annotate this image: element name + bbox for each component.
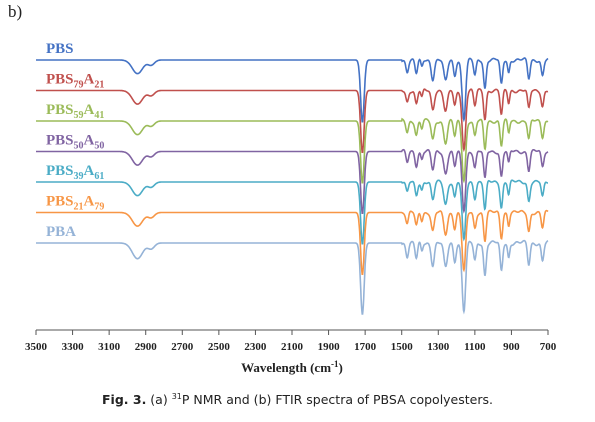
caption-text-pre: (a) — [146, 392, 172, 408]
x-tick-label-900: 900 — [503, 341, 520, 353]
legend-entry-pbs21a79: PBS21A79 — [46, 194, 104, 213]
series-line-pbs59a41 — [36, 117, 549, 184]
series-line-pbs79a21 — [36, 88, 549, 153]
x-tick-label-2100: 2100 — [281, 341, 304, 353]
x-tick-label-2900: 2900 — [135, 341, 158, 353]
x-tick-label-1700: 1700 — [354, 341, 377, 353]
series-line-pba — [36, 239, 549, 315]
legend-entry-pba: PBA — [46, 224, 76, 240]
legend-entry-pbs79a21: PBS79A21 — [46, 72, 104, 91]
series-line-pbs — [36, 57, 549, 123]
series-layer — [36, 57, 549, 315]
caption-superscript: 31 — [171, 392, 182, 401]
caption-fig-number: Fig. 3. — [102, 392, 147, 408]
x-tick-label-3500: 3500 — [25, 341, 48, 353]
figure-caption: Fig. 3. (a) 31P NMR and (b) FTIR spectra… — [0, 392, 595, 407]
x-tick-label-1300: 1300 — [427, 341, 450, 353]
legend-entry-pbs59a41: PBS59A41 — [46, 102, 104, 121]
legend-layer: PBS PBS79A21 PBS59A41 PBS50A50 PBS39A61 PBS21… — [46, 41, 104, 240]
x-tick-label-2500: 2500 — [208, 341, 231, 353]
x-tick-label-2700: 2700 — [171, 341, 194, 353]
x-axis-title: Wavelength (cm-1) — [241, 359, 343, 375]
x-tick-label-700: 700 — [540, 341, 557, 353]
x-tick-label-2300: 2300 — [244, 341, 267, 353]
series-line-pbs21a79 — [36, 209, 549, 275]
x-tick-label-1900: 1900 — [318, 341, 341, 353]
x-tick-label-3300: 3300 — [62, 341, 85, 353]
caption-text-post: P NMR and (b) FTIR spectra of PBSA copol… — [181, 392, 493, 408]
tick-layer: 3500 3300 3100 2900 2700 2500 2300 2100 1900 1700… — [25, 330, 557, 353]
legend-entry-pbs50a50: PBS50A50 — [46, 133, 104, 152]
x-tick-label-1500: 1500 — [391, 341, 414, 353]
x-tick-label-1100: 1100 — [464, 341, 486, 353]
ftir-chart: PBS PBS79A21 PBS59A41 PBS50A50 PBS39A61 PBS21… — [25, 41, 557, 375]
series-line-pbs50a50 — [36, 148, 549, 214]
legend-entry-pbs: PBS — [46, 41, 74, 57]
x-tick-label-3100: 3100 — [98, 341, 121, 353]
legend-entry-pbs39a61: PBS39A61 — [46, 163, 104, 182]
series-line-pbs39a61 — [36, 179, 548, 245]
panel-label: b) — [8, 2, 23, 21]
